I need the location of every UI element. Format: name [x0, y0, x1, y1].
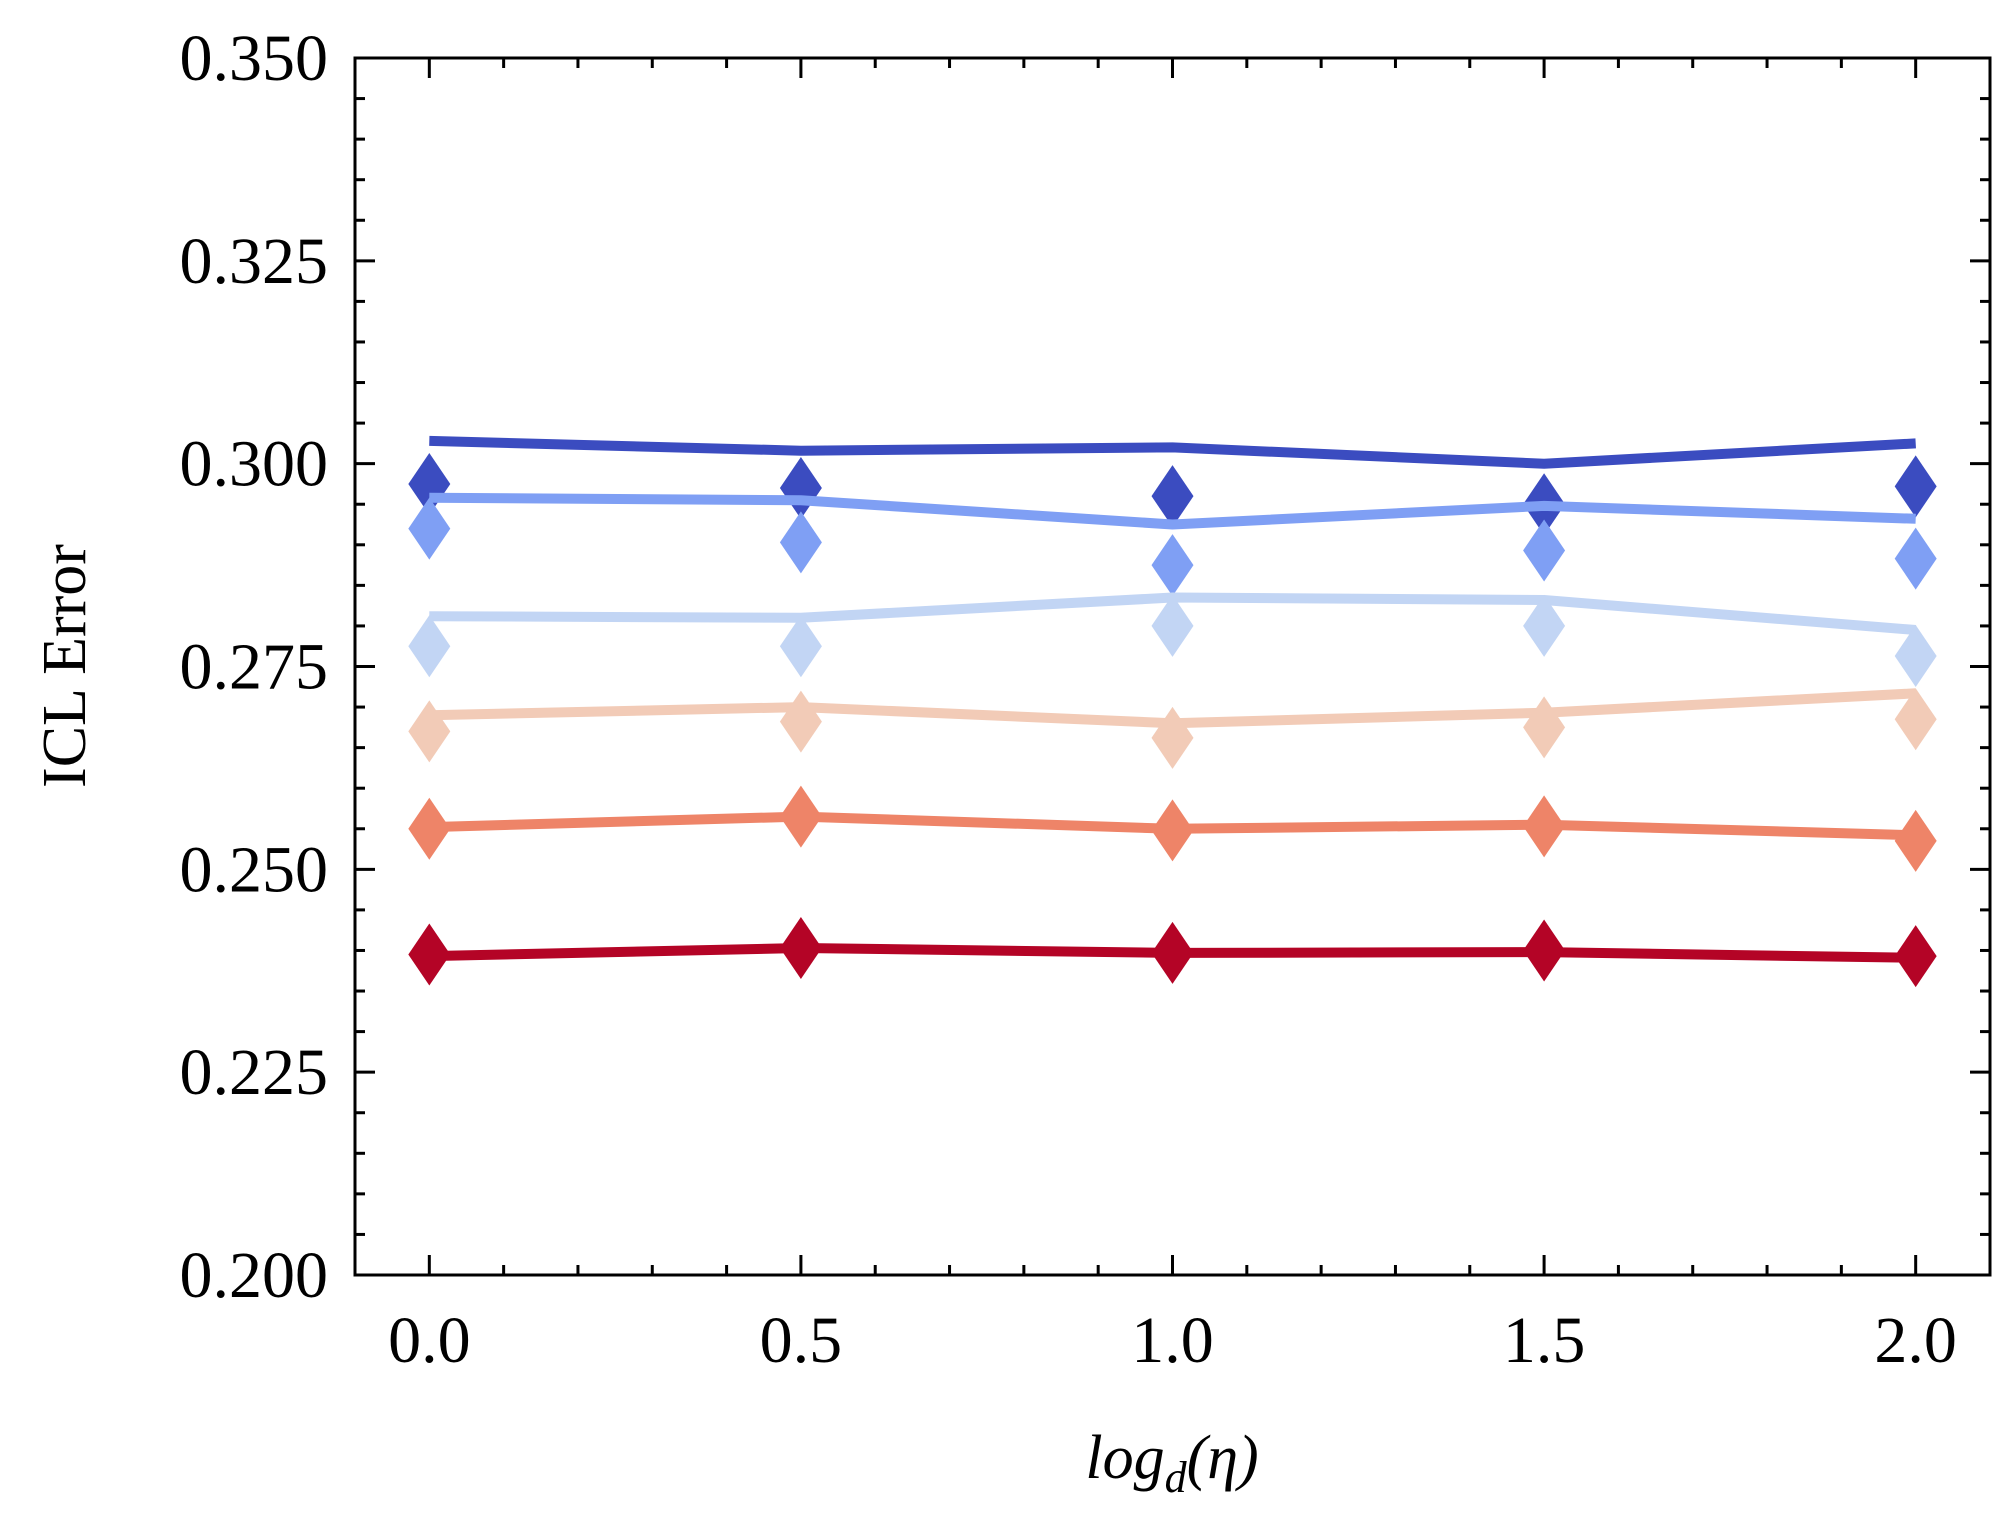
data-point-diamond	[1523, 594, 1566, 657]
x-axis-label-subscript: d	[1165, 1453, 1188, 1502]
y-tick-label: 0.275	[180, 631, 329, 704]
data-point-diamond	[1151, 706, 1194, 769]
data-point-diamond	[408, 615, 451, 678]
data-point-diamond	[1151, 534, 1194, 597]
series-4	[408, 688, 1937, 769]
series-6	[408, 917, 1937, 988]
y-tick-label: 0.325	[180, 225, 329, 298]
data-point-diamond	[1151, 594, 1194, 657]
series-2	[408, 492, 1937, 597]
x-axis-label-suffix: (η)	[1187, 1424, 1259, 1492]
data-point-diamond	[1523, 696, 1566, 759]
data-point-diamond	[1151, 799, 1194, 862]
series-5	[408, 785, 1937, 872]
data-point-diamond	[1894, 624, 1937, 687]
x-tick-label: 2.0	[1874, 1304, 1957, 1377]
series-3	[408, 592, 1937, 687]
data-point-diamond	[1523, 919, 1566, 982]
data-point-diamond	[1151, 921, 1194, 984]
data-point-diamond	[408, 497, 451, 560]
data-point-diamond	[1894, 688, 1937, 751]
data-point-diamond	[408, 923, 451, 986]
series-line	[429, 492, 1916, 530]
data-point-diamond	[1894, 809, 1937, 872]
series-line	[429, 435, 1916, 469]
y-tick-label: 0.350	[180, 22, 329, 95]
data-point-diamond	[1523, 519, 1566, 582]
series-layer	[408, 435, 1937, 988]
y-tick-label: 0.250	[180, 833, 329, 906]
y-axis-label: ICL Error	[31, 544, 99, 788]
data-point-diamond	[408, 700, 451, 763]
data-point-diamond	[1894, 455, 1937, 518]
data-point-diamond	[408, 797, 451, 860]
x-axis-label: logd(η)	[1085, 1424, 1258, 1502]
plot-frame	[353, 56, 1992, 1277]
data-point-diamond	[1523, 795, 1566, 858]
y-tick-label: 0.200	[180, 1239, 329, 1312]
x-tick-label: 0.0	[388, 1304, 471, 1377]
x-axis-label-main: log	[1085, 1424, 1164, 1492]
x-tick-label: 1.5	[1503, 1304, 1586, 1377]
data-point-diamond	[1151, 465, 1194, 528]
x-tick-label: 1.0	[1131, 1304, 1214, 1377]
y-tick-label: 0.300	[180, 428, 329, 501]
data-point-diamond	[1894, 527, 1937, 590]
data-point-diamond	[779, 690, 822, 753]
data-point-diamond	[779, 917, 822, 980]
data-point-diamond	[779, 511, 822, 574]
x-tick-label: 0.5	[760, 1304, 843, 1377]
data-point-diamond	[1894, 925, 1937, 988]
data-point-diamond	[779, 785, 822, 848]
data-point-diamond	[779, 615, 822, 678]
y-tick-label: 0.225	[180, 1036, 329, 1109]
tick-label-layer: 0.0 0.5 1.0 1.5 2.0 0.200 0.225 0.250 0.275 0.300…	[180, 22, 1957, 1377]
